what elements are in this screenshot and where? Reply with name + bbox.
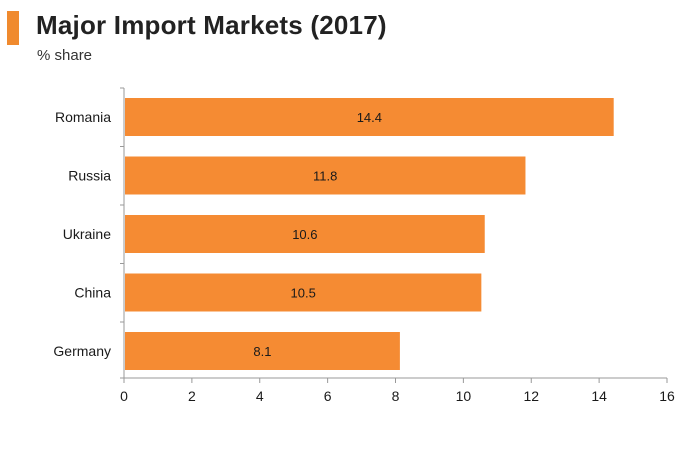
x-tick-label: 6 bbox=[324, 388, 332, 404]
bar-germany bbox=[125, 332, 400, 370]
x-tick-label: 12 bbox=[523, 388, 539, 404]
chart-subtitle: % share bbox=[37, 47, 93, 64]
data-label: 10.5 bbox=[291, 286, 316, 301]
title-accent-bar bbox=[7, 11, 19, 45]
x-tick-label: 8 bbox=[392, 388, 400, 404]
category-label: China bbox=[74, 285, 111, 301]
x-tick-label: 4 bbox=[256, 388, 264, 404]
category-label: Ukraine bbox=[63, 226, 111, 242]
bar-romania bbox=[125, 98, 614, 136]
x-tick-label: 14 bbox=[591, 388, 607, 404]
data-label: 10.6 bbox=[292, 227, 317, 242]
bar-ukraine bbox=[125, 215, 485, 253]
bar-russia bbox=[125, 156, 526, 195]
x-tick-label: 10 bbox=[456, 388, 472, 404]
x-tick-label: 2 bbox=[188, 388, 196, 404]
x-tick-label: 0 bbox=[120, 388, 128, 404]
bar-china bbox=[125, 273, 482, 312]
data-label: 8.1 bbox=[253, 344, 271, 359]
x-tick-label: 16 bbox=[659, 388, 675, 404]
data-label: 14.4 bbox=[357, 110, 382, 125]
chart-title: Major Import Markets (2017) bbox=[36, 10, 387, 40]
category-label: Russia bbox=[68, 168, 111, 184]
category-label: Romania bbox=[55, 109, 111, 125]
data-label: 11.8 bbox=[313, 169, 337, 184]
bars-layer: 14.4 11.8 10.6 10.5 8.1 bbox=[125, 98, 614, 370]
category-label: Germany bbox=[53, 343, 111, 359]
axis-layer: Romania Russia Ukraine China Germany 0 2 4 6 8 10 1… bbox=[53, 87, 675, 404]
